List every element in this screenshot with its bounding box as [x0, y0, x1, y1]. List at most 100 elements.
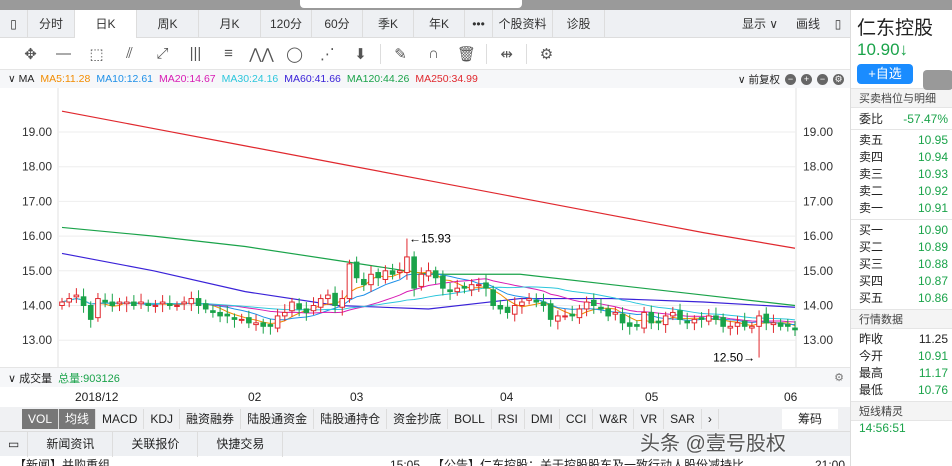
tab-2[interactable]: 周K — [137, 9, 199, 38]
tab-7[interactable]: 年K — [414, 9, 465, 38]
price-tick: 14.00 — [803, 299, 833, 313]
news-row: 【新闻】并购重组… 15:05 【公告】仁东控股：关于控股股东及一致行动人股份减… — [0, 456, 850, 466]
indicator-tab[interactable]: SAR — [664, 409, 702, 429]
indicator-tab[interactable]: › — [702, 409, 719, 429]
ma-controls: ∨ 前复权 − + − ⚙ — [738, 72, 850, 87]
candle — [555, 315, 561, 322]
date-label: 02 — [248, 390, 262, 404]
low-annotation: 12.50→ — [713, 351, 755, 365]
news-tab[interactable]: 关联报价 — [113, 431, 199, 457]
chips-button[interactable]: 筹码 — [781, 409, 838, 429]
more-button[interactable] — [923, 70, 952, 90]
search-box[interactable] — [300, 0, 522, 8]
draw-tool-icon[interactable]: ⚙ — [539, 45, 554, 63]
indicator-tab[interactable]: 陆股通资金 — [241, 409, 315, 429]
indicator-tab[interactable]: CCI — [560, 409, 594, 429]
candle — [641, 311, 647, 329]
candle — [303, 308, 310, 313]
zoom-icon[interactable]: − — [817, 73, 828, 85]
draw-tool-icon[interactable]: ≡ — [224, 45, 233, 62]
draw-tool-icon[interactable]: ⇹ — [500, 45, 513, 63]
candle — [749, 325, 755, 329]
indicator-tab[interactable]: 资金抄底 — [387, 409, 449, 429]
tab-4[interactable]: 120分 — [261, 9, 312, 38]
volume-toggle[interactable]: ∨ 成交量 — [8, 372, 53, 385]
divider — [526, 43, 527, 64]
tab-0[interactable]: 分时 — [28, 9, 75, 38]
adjust-select[interactable]: ∨ 前复权 — [737, 73, 780, 86]
draw-tool-icon[interactable]: ✥ — [24, 45, 37, 63]
level-label: 买二 — [859, 240, 884, 254]
indicator-tab[interactable]: 陆股通持仓 — [314, 409, 388, 429]
watermark: 头条 @壹号股权 — [640, 433, 786, 455]
draw-button[interactable]: 画线 — [795, 16, 820, 31]
kline-chart[interactable]: 19.00 19.00 18.00 18.00 17.00 17.00 16.00 16.00… — [0, 88, 850, 367]
indicator-tab[interactable]: DMI — [525, 409, 560, 429]
tab-8[interactable]: ••• — [465, 9, 493, 38]
divider — [380, 43, 381, 64]
indicator-tab[interactable]: RSI — [492, 409, 525, 429]
sidebar-toggle-icon[interactable]: ▯ — [0, 9, 28, 38]
indicator-tab[interactable]: KDJ — [144, 409, 181, 429]
candle — [396, 270, 403, 274]
draw-tool-icon[interactable]: ⬚ — [89, 45, 104, 63]
draw-tool-icon[interactable]: ⬇ — [354, 45, 367, 63]
draw-tool-icon[interactable]: 🗑 — [456, 45, 477, 63]
news-item[interactable]: 【公告】仁东控股：关于控股股东及一致行动人股份减持比… — [432, 458, 757, 466]
indicator-tab[interactable]: MACD — [96, 409, 145, 429]
draw-tool-icon[interactable]: ✎ — [394, 45, 407, 63]
level-row: 卖三 10.93 — [851, 166, 952, 183]
tab-10[interactable]: 诊股 — [553, 9, 605, 38]
candle — [691, 318, 698, 324]
gear-icon[interactable]: ⚙ — [833, 73, 844, 85]
price-tick: 19.00 — [803, 125, 833, 139]
candle — [792, 327, 798, 331]
draw-tool-icon[interactable]: ◯ — [286, 45, 303, 63]
draw-tool-icon[interactable]: — — [56, 45, 71, 62]
candle — [698, 317, 705, 320]
candle — [159, 301, 166, 305]
indicator-tab[interactable]: W&R — [593, 409, 635, 429]
indicator-tab[interactable]: 均线 — [59, 409, 97, 429]
candle — [238, 318, 245, 321]
candle — [476, 284, 482, 287]
candle — [785, 324, 791, 327]
indicator-tab[interactable]: BOLL — [448, 409, 492, 429]
add-watchlist-button[interactable]: +自选 — [857, 64, 913, 84]
panel-toggle-icon[interactable]: ▭ — [0, 431, 29, 457]
draw-tool-icon[interactable]: ||| — [189, 45, 202, 62]
draw-tool-icon[interactable]: ⋰ — [320, 45, 335, 63]
news-tab[interactable]: 快捷交易 — [198, 431, 284, 457]
candle — [59, 301, 65, 306]
zoom-icon[interactable]: + — [801, 73, 812, 85]
tab-6[interactable]: 季K — [363, 9, 414, 38]
indicator-tab[interactable]: 融资融券 — [180, 409, 242, 429]
tab-9[interactable]: 个股资料 — [493, 9, 553, 38]
indicator-tab[interactable]: VOL — [22, 409, 60, 429]
draw-tool-icon[interactable]: ⫽ — [126, 45, 133, 62]
news-tab[interactable]: 新闻资讯 — [28, 431, 114, 457]
zoom-icon[interactable]: − — [785, 73, 796, 85]
gear-icon[interactable]: ⚙ — [834, 372, 844, 384]
candle — [626, 322, 633, 327]
ma-toggle[interactable]: ∨ MA — [8, 73, 35, 85]
candle — [777, 322, 784, 327]
draw-tool-icon[interactable]: ⤢ — [156, 45, 169, 62]
candle — [705, 315, 712, 322]
panel-toggle-icon[interactable]: ▯ — [834, 16, 842, 31]
date-label: 05 — [645, 390, 659, 404]
display-menu[interactable]: 显示 ∨ — [741, 16, 779, 31]
candle — [763, 313, 770, 324]
draw-tool-icon[interactable]: ⋀⋀ — [249, 45, 274, 63]
candle — [605, 308, 611, 317]
tab-1[interactable]: 日K — [75, 9, 137, 38]
chart-panel: ▯ 分时 日K 周K 月K 120分 60分 季K 年K ••• 个股资料 诊股 显示 ∨ 画线 ▯ ✥ —… — [0, 9, 850, 466]
indicator-tab[interactable]: VR — [634, 409, 665, 429]
tab-5[interactable]: 60分 — [312, 9, 363, 38]
news-item[interactable]: 【新闻】并购重组… — [14, 458, 123, 466]
candle — [483, 282, 489, 289]
ma250-line — [61, 110, 796, 249]
tab-3[interactable]: 月K — [199, 9, 261, 38]
candle — [217, 311, 223, 317]
draw-tool-icon[interactable]: ∩ — [428, 45, 439, 62]
